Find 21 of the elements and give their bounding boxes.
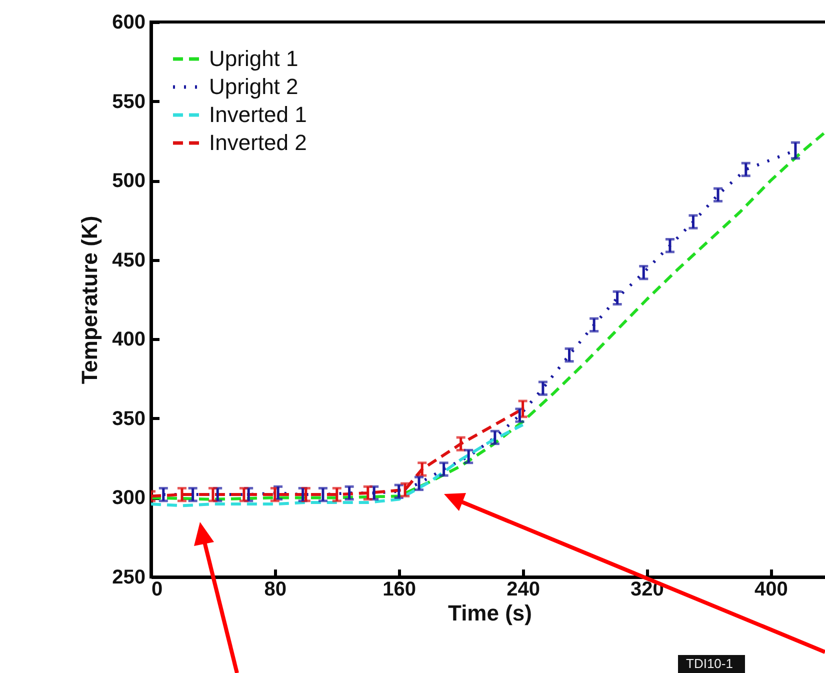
y-tick-label: 600 — [112, 12, 146, 34]
y-tick-label: 550 — [112, 90, 146, 113]
y-tick-label: 350 — [112, 408, 146, 430]
x-tick-label: 80 — [264, 578, 287, 600]
y-tick-label: 500 — [112, 170, 146, 192]
y-tick-label: 250 — [112, 566, 146, 588]
y-tick-label: 400 — [112, 328, 146, 351]
legend-label: Upright 2 — [209, 74, 298, 99]
y-tick-label: 300 — [112, 487, 146, 510]
legend-label: Upright 1 — [209, 46, 298, 71]
y-axis-title: Temperature (K) — [77, 216, 102, 384]
y-tick-label: 450 — [112, 249, 146, 272]
x-tick-label: 0 — [152, 578, 163, 600]
legend-label: Inverted 1 — [209, 102, 307, 127]
line-series — [151, 423, 524, 508]
x-tick-label: 160 — [382, 578, 416, 600]
legend-label: Inverted 2 — [209, 130, 307, 155]
x-tick-label: 400 — [754, 578, 788, 600]
x-axis-title: Time (s) — [448, 600, 532, 626]
text: TDI10-1 — [678, 655, 745, 673]
x-tick-label: 240 — [506, 578, 540, 600]
